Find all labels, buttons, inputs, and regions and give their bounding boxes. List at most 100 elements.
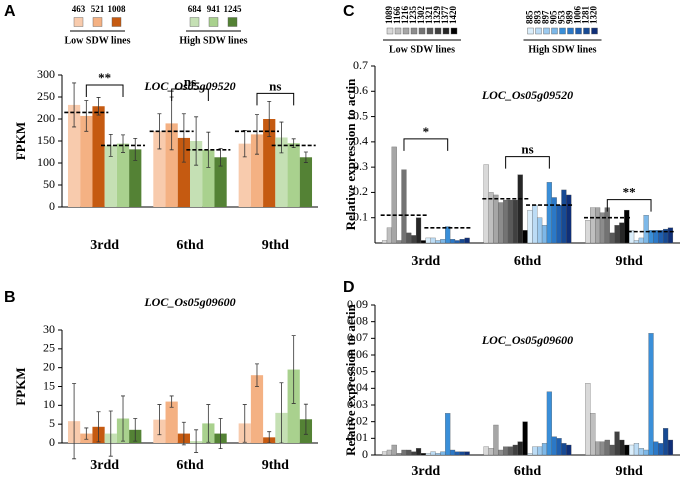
panel-label: D bbox=[343, 279, 355, 296]
legend-label: 1321 bbox=[424, 6, 434, 25]
bar bbox=[493, 194, 499, 244]
bar bbox=[561, 189, 567, 244]
bar bbox=[648, 333, 654, 456]
panel-label: A bbox=[4, 3, 16, 20]
legend-swatch bbox=[450, 27, 458, 35]
significance-bracket bbox=[505, 156, 550, 169]
bar bbox=[503, 446, 509, 456]
error-bar bbox=[121, 395, 126, 442]
bar bbox=[638, 448, 644, 456]
legend-label: 1281 bbox=[581, 6, 591, 25]
bar bbox=[454, 240, 460, 244]
x-tick-label: 6thd bbox=[176, 238, 203, 253]
y-tick-label: 50 bbox=[43, 177, 55, 191]
bar bbox=[585, 383, 591, 456]
legend-swatch bbox=[73, 17, 84, 27]
bar bbox=[599, 441, 606, 456]
legend-label: 1329 bbox=[432, 6, 442, 25]
bar bbox=[522, 230, 528, 244]
legend-swatch bbox=[402, 27, 410, 35]
legend-label: 463 bbox=[72, 4, 86, 14]
bar bbox=[643, 449, 649, 456]
bar bbox=[415, 448, 422, 456]
bar bbox=[214, 157, 227, 207]
legend-label: 1302 bbox=[416, 6, 426, 25]
bar bbox=[537, 446, 543, 456]
error-bar bbox=[84, 100, 89, 132]
legend-swatch bbox=[418, 27, 426, 35]
bar bbox=[425, 237, 431, 244]
bar bbox=[629, 230, 635, 244]
y-tick-label: 0.05 bbox=[347, 363, 368, 377]
error-bar bbox=[133, 137, 138, 161]
y-tick-label: 0 bbox=[362, 447, 368, 461]
bar bbox=[275, 137, 288, 207]
legend-label: 1245 bbox=[224, 4, 243, 14]
significance-label: ns bbox=[184, 74, 196, 89]
bar bbox=[624, 209, 630, 244]
bar bbox=[517, 441, 523, 456]
y-tick-label: 20 bbox=[43, 359, 55, 373]
bar bbox=[420, 240, 426, 244]
bar bbox=[624, 444, 630, 456]
bar bbox=[104, 145, 117, 207]
bar bbox=[396, 453, 402, 456]
bar bbox=[609, 444, 615, 456]
y-tick-label: 150 bbox=[37, 133, 55, 147]
chart-title: LOC_Os05g09600 bbox=[143, 295, 235, 309]
bar bbox=[551, 436, 557, 456]
bar bbox=[165, 401, 178, 443]
bar bbox=[590, 413, 596, 456]
legend-label: 953 bbox=[557, 10, 567, 24]
bar bbox=[638, 237, 644, 244]
bar bbox=[663, 428, 669, 456]
error-bar bbox=[291, 335, 296, 404]
legend-swatch bbox=[208, 17, 219, 27]
bar bbox=[566, 444, 572, 456]
legend-swatch bbox=[111, 17, 122, 27]
bar bbox=[507, 199, 514, 244]
x-tick-label: 9thd bbox=[262, 458, 289, 473]
significance-label: ns bbox=[521, 142, 533, 157]
x-tick-label: 3rdd bbox=[411, 254, 440, 269]
bar bbox=[440, 451, 446, 456]
legend-label: 989 bbox=[565, 10, 575, 24]
legend-swatch bbox=[386, 27, 394, 35]
legend-swatch bbox=[442, 27, 450, 35]
bar bbox=[556, 438, 562, 456]
legend-swatch bbox=[567, 27, 574, 35]
legend-swatch bbox=[551, 27, 558, 35]
x-tick-label: 3rdd bbox=[90, 458, 119, 473]
legend-swatch bbox=[434, 27, 442, 35]
bar bbox=[633, 443, 640, 456]
y-axis-label: FPKM bbox=[13, 367, 28, 405]
legend-label: 897 bbox=[541, 10, 551, 24]
error-bar bbox=[181, 421, 186, 446]
bar bbox=[420, 453, 426, 456]
bar bbox=[92, 106, 105, 207]
legend-label: 1377 bbox=[440, 6, 450, 25]
legend-swatch bbox=[227, 17, 238, 27]
chart-title: LOC_Os05g09600 bbox=[481, 333, 573, 347]
error-bar bbox=[181, 113, 186, 163]
bar bbox=[512, 444, 518, 456]
legend-swatch bbox=[535, 27, 542, 35]
bar bbox=[585, 220, 591, 244]
legend-swatch bbox=[543, 27, 550, 35]
error-bar bbox=[194, 116, 199, 166]
bar bbox=[464, 237, 470, 244]
significance-bracket bbox=[403, 138, 449, 151]
bar bbox=[190, 141, 203, 207]
bar bbox=[614, 431, 620, 456]
bar bbox=[430, 237, 436, 244]
bar bbox=[503, 199, 509, 244]
panel-label: B bbox=[4, 289, 16, 306]
legend-swatch bbox=[559, 27, 566, 35]
y-tick-label: 0.03 bbox=[347, 397, 368, 411]
legend-group-label: High SDW lines bbox=[528, 44, 596, 55]
legend-label: 1089 bbox=[384, 6, 394, 25]
bar bbox=[537, 217, 543, 244]
bar bbox=[595, 441, 601, 456]
legend-label: 1216 bbox=[400, 6, 410, 25]
bar bbox=[425, 453, 431, 456]
